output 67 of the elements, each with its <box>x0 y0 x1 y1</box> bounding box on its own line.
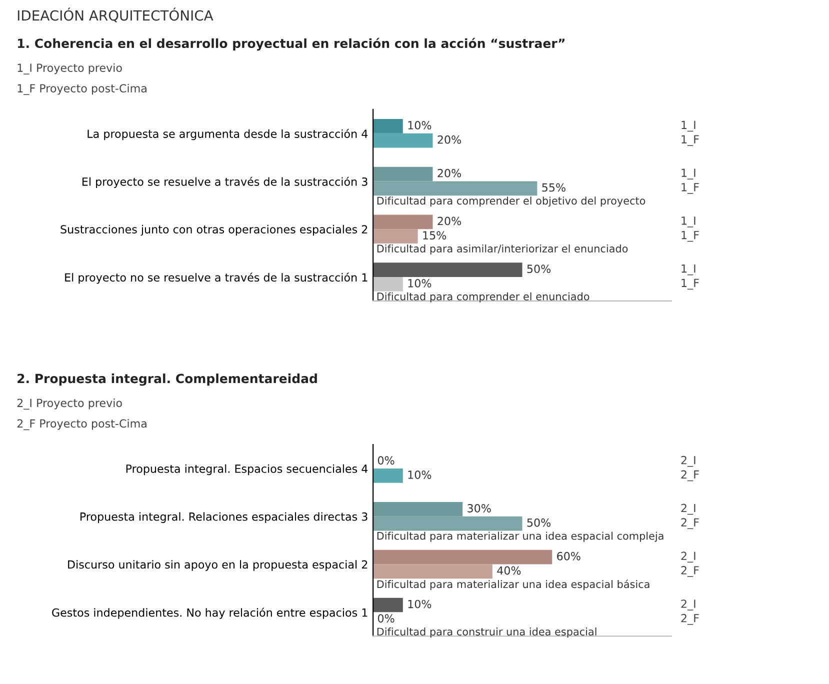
chart-title: 1. Coherencia en el desarrollo proyectual en relación con la acción “sustraer” <box>18 38 564 51</box>
data-label: 10% <box>408 121 432 130</box>
annotation: Dificultad para materializar una idea espacial compleja <box>377 532 664 542</box>
data-label: 0% <box>378 614 394 623</box>
text: 1_F <box>682 278 699 290</box>
category-label: Propuesta integral. Relaciones espaciales directas 3 <box>80 512 368 523</box>
data-label: 10% <box>408 600 432 608</box>
annotation: Dificultad para materializar una idea espacial básica <box>377 580 650 590</box>
data-label: 20% <box>438 135 461 144</box>
category-label: Sustracciones junto con otras operaciones espaciales 2 <box>60 224 368 236</box>
data-label: 10% <box>408 470 432 479</box>
annotation: Dificultad para asimilar/interiorizar el enunciado <box>377 244 628 255</box>
data-label: 55% <box>542 183 566 192</box>
annotation: Dificultad para construir una idea espacial <box>377 628 596 638</box>
bar <box>373 181 538 196</box>
annotation: Dificultad para comprender el objetivo del proyecto <box>377 196 646 207</box>
category-label: Discurso unitario sin apoyo en la propuesta espacial 2 <box>68 560 368 571</box>
text: 2_I <box>681 600 696 610</box>
text: 2_I <box>681 552 696 563</box>
text: 2_F <box>681 566 699 577</box>
data-label: 40% <box>497 566 521 575</box>
data-label: 30% <box>468 504 491 512</box>
bar <box>373 214 433 230</box>
data-label: 20% <box>438 216 461 226</box>
text: 1_I <box>682 264 696 276</box>
text: 2_F Proyecto post-Cima <box>17 419 146 430</box>
category-label: La propuesta se argumenta desde la sustracción 4 <box>88 128 368 140</box>
bar <box>373 277 403 292</box>
text: 1_I <box>682 120 696 132</box>
data-label: 15% <box>423 231 446 240</box>
text: 2_F <box>681 518 699 530</box>
bar <box>373 598 403 612</box>
bar <box>373 550 552 564</box>
text: 1_F <box>682 135 699 146</box>
data-label: 50% <box>527 264 551 274</box>
category-label: Propuesta integral. Espacios secuenciales 4 <box>126 464 368 476</box>
text: 2_I <box>681 504 696 515</box>
bar <box>373 166 433 182</box>
category-label: El proyecto se resuelve a través de la sustracción 3 <box>82 176 368 188</box>
category-label: Gestos independientes. No hay relación entre espacios 1 <box>52 608 368 619</box>
text: 1_F <box>682 183 699 194</box>
text: 2_I Proyecto previo <box>17 398 122 410</box>
data-label: 10% <box>408 279 432 288</box>
bar <box>373 502 463 516</box>
text: 2. Propuesta integral. Complementareidad <box>18 374 317 386</box>
text: 2_I <box>681 456 696 467</box>
data-label: 50% <box>527 518 551 527</box>
bar <box>373 229 418 244</box>
text: 2_F <box>681 470 699 482</box>
text: 1_F Proyecto post-Cima <box>18 84 146 95</box>
bar <box>373 119 403 134</box>
text: 1_I <box>682 216 696 228</box>
bar <box>373 516 522 531</box>
text: 1_I <box>682 168 696 180</box>
bar <box>373 133 433 148</box>
bar <box>373 262 522 278</box>
data-label: 60% <box>557 552 580 560</box>
text: IDEACIÓN ARQUITECTÓNICA <box>18 8 214 22</box>
annotation: Dificultad para comprender el enunciado <box>377 292 590 302</box>
bar <box>373 564 492 579</box>
data-label: 0% <box>378 456 394 465</box>
text: 1_F <box>682 230 699 242</box>
category-label: El proyecto no se resuelve a través de la sustracción 1 <box>65 272 368 284</box>
text: 1_I Proyecto previo <box>18 63 122 74</box>
data-label: 20% <box>438 168 461 178</box>
text: 2_F <box>681 614 699 625</box>
bar <box>373 468 403 483</box>
